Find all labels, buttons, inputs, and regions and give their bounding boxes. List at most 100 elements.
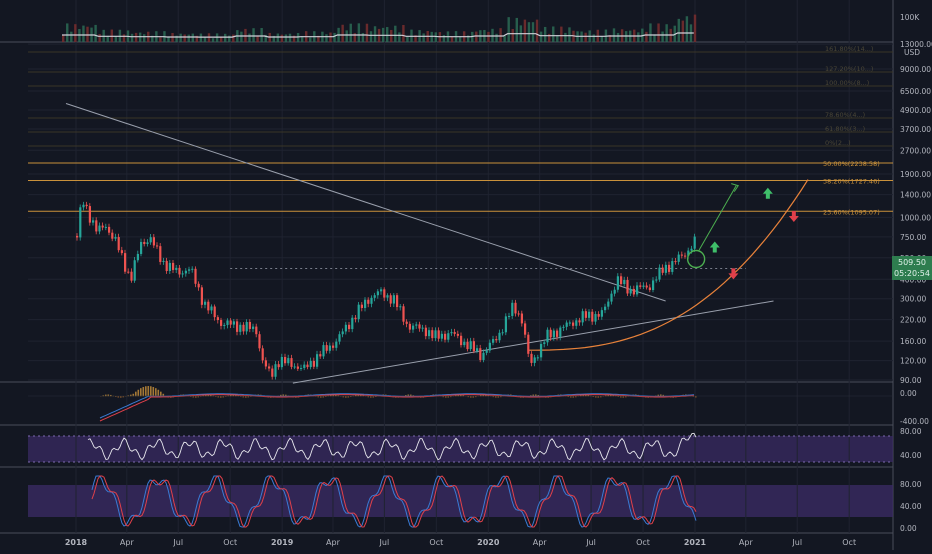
price-tick-label: 2700.00 [900,146,931,155]
candle-body [386,295,388,297]
candle-body [335,342,337,348]
volume-bar [508,17,510,42]
candle-body [681,255,683,256]
volume-bar [694,15,696,42]
candle-body [434,330,436,338]
volume-bar [256,36,258,42]
candle-body [431,330,433,338]
price-tick-label: 750.00 [900,233,926,242]
candle-body [524,323,526,334]
volume-bar [179,34,181,42]
candle-body [316,354,318,367]
candle-body [460,336,462,345]
candle-body [370,298,372,304]
faint-fib-label: 161.80%(14...) [825,45,873,53]
x-tick-label: Jul [791,538,802,547]
candle-body [678,255,680,262]
candle-body [297,367,299,369]
volume-bar [204,38,206,42]
candle-body [271,369,273,377]
candle-body [390,295,392,303]
candle-body [201,287,203,304]
candle-body [585,311,587,318]
candle-body [671,261,673,272]
candle-body [268,366,270,368]
volume-bar [657,23,659,42]
candle-body [447,333,449,340]
candle-body [236,321,238,331]
x-tick-label: 2018 [65,538,88,547]
candle-body [175,268,177,270]
candle-body [262,348,264,360]
candle-body [438,330,440,338]
candle-body [127,272,129,273]
candle-body [287,358,289,363]
volume-bar [192,34,194,42]
x-tick-label: Oct [842,538,856,547]
price-tick-label: 4900.00 [900,106,931,115]
candle-body [534,357,536,363]
candle-body [636,285,638,294]
candle-body [578,320,580,322]
candle-body [313,361,315,367]
candle-body [249,322,251,329]
volume-bar [524,20,526,42]
volume-bar [188,35,190,42]
volume-bar [406,37,408,42]
volume-bar [123,34,125,42]
volume-bar [74,24,76,42]
stoch-tick-label: 0.00 [900,524,917,533]
candle-body [310,361,312,367]
volume-bar [115,36,117,42]
x-tick-label: 2019 [271,538,294,547]
volume-bar [512,29,514,42]
volume-bar [289,34,291,42]
volume-bar [560,27,562,42]
candle-body [604,307,606,310]
candle-body [210,307,212,311]
volume-bar [435,32,437,42]
macd-histogram-bar [148,386,150,396]
candle-body [546,330,548,343]
volume-bar [131,34,133,42]
candle-body [652,280,654,290]
candle-body [367,300,369,304]
candle-body [649,287,651,290]
candle-body [489,343,491,351]
candle-body [610,294,612,302]
x-tick-label: Apr [533,538,548,547]
volume-bar [431,32,433,42]
candle-body [204,302,206,305]
candle-body [374,295,376,298]
candle-body [543,342,545,344]
volume-bar [487,32,489,42]
candle-body [278,364,280,367]
candle-body [441,334,443,339]
price-tick-label: 90.00 [900,376,922,385]
price-tick-label: 220.00 [900,316,926,325]
price-tick-label: 3700.00 [900,125,931,134]
volume-bar [552,26,554,42]
volume-bar [661,32,663,42]
candle-body [518,313,520,314]
candle-body [591,312,593,322]
price-tick-label: 160.00 [900,337,926,346]
candle-body [623,280,625,284]
price-tick-label: 1000.00 [900,213,931,222]
candle-body [694,237,696,249]
candle-body [457,334,459,336]
volume-bar [98,34,100,42]
price-axis-unit: USD [904,48,920,57]
candle-body [553,331,555,338]
volume-bar [260,28,262,42]
candle-body [258,334,260,348]
candle-body [182,273,184,274]
candle-body [642,286,644,287]
candle-body [332,346,334,348]
volume-bar [66,23,68,42]
candle-body [463,342,465,345]
fib-label: 50.00%(2238.58) [823,160,880,168]
candle-body [153,237,155,245]
